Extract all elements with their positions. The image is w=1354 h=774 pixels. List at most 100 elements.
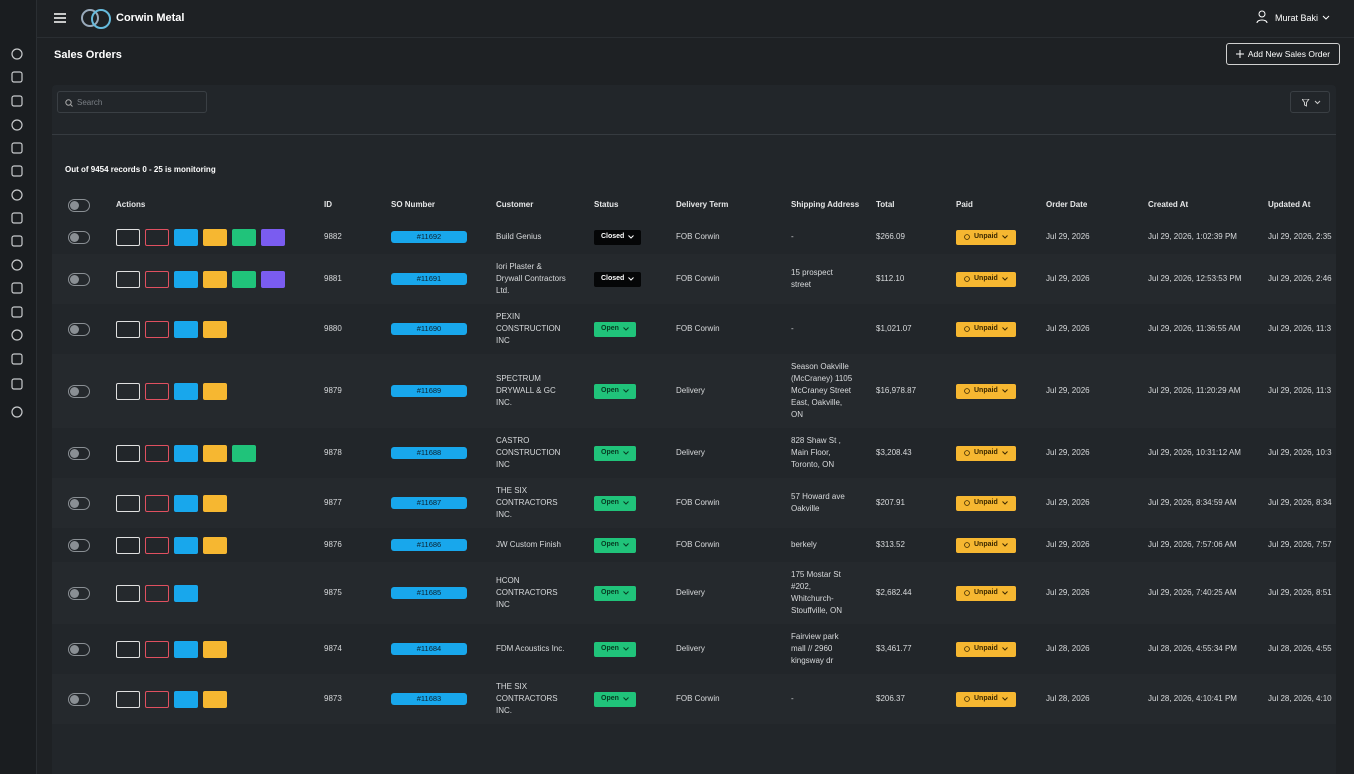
doc-button[interactable] xyxy=(203,494,227,512)
so-number[interactable]: #11688 xyxy=(391,447,467,459)
column-header[interactable]: SO Number xyxy=(391,200,436,209)
doc-button[interactable] xyxy=(232,444,256,462)
filter-button[interactable] xyxy=(1290,91,1330,113)
doc-button[interactable] xyxy=(174,382,198,400)
row-toggle[interactable] xyxy=(68,384,90,398)
status[interactable]: Open xyxy=(594,445,636,461)
doc-button[interactable] xyxy=(174,270,198,288)
column-header[interactable]: Actions xyxy=(116,200,146,209)
paid[interactable]: Unpaid xyxy=(956,495,1016,511)
edit-button[interactable] xyxy=(116,320,140,338)
nav-icon[interactable] xyxy=(11,353,25,365)
paid[interactable]: Unpaid xyxy=(956,321,1016,337)
column-header[interactable]: Shipping Address xyxy=(791,200,860,209)
edit-button[interactable] xyxy=(116,228,140,246)
doc-button[interactable] xyxy=(203,640,227,658)
doc-button[interactable] xyxy=(174,320,198,338)
nav-icon[interactable] xyxy=(11,71,25,83)
paid[interactable]: Unpaid xyxy=(956,641,1016,657)
row-toggle[interactable] xyxy=(68,322,90,336)
delete-button[interactable] xyxy=(145,640,169,658)
status[interactable]: Closed xyxy=(594,229,642,245)
so-number[interactable]: #11687 xyxy=(391,497,467,509)
column-header[interactable]: Delivery Term xyxy=(676,200,729,209)
paid[interactable]: Unpaid xyxy=(956,229,1016,245)
paid[interactable]: Unpaid xyxy=(956,537,1016,553)
doc-button[interactable] xyxy=(203,228,227,246)
delete-button[interactable] xyxy=(145,494,169,512)
status[interactable]: Open xyxy=(594,495,636,511)
paid[interactable]: Unpaid xyxy=(956,383,1016,399)
doc-button[interactable] xyxy=(261,228,285,246)
edit-button[interactable] xyxy=(116,270,140,288)
doc-button[interactable] xyxy=(174,228,198,246)
user-name[interactable]: Murat Baki xyxy=(1274,13,1318,23)
status[interactable]: Open xyxy=(594,641,636,657)
edit-button[interactable] xyxy=(116,382,140,400)
status[interactable]: Closed xyxy=(594,271,642,287)
doc-button[interactable] xyxy=(203,690,227,708)
row-toggle[interactable] xyxy=(68,538,90,552)
nav-icon[interactable] xyxy=(11,259,25,271)
add-button[interactable]: Add New Sales Order xyxy=(1226,43,1340,65)
paid[interactable]: Unpaid xyxy=(956,585,1016,601)
edit-button[interactable] xyxy=(116,640,140,658)
toggle[interactable] xyxy=(68,198,90,212)
edit-button[interactable] xyxy=(116,584,140,602)
doc-button[interactable] xyxy=(174,640,198,658)
row-toggle[interactable] xyxy=(68,230,90,244)
so-number[interactable]: #11683 xyxy=(391,693,467,705)
row-toggle[interactable] xyxy=(68,586,90,600)
column-header[interactable]: Paid xyxy=(956,200,973,209)
nav-icon[interactable] xyxy=(11,212,25,224)
paid[interactable]: Unpaid xyxy=(956,691,1016,707)
doc-button[interactable] xyxy=(261,270,285,288)
status[interactable]: Open xyxy=(594,537,636,553)
search-box[interactable]: Search xyxy=(57,91,207,113)
nav-icon[interactable] xyxy=(11,235,25,247)
nav-icon[interactable] xyxy=(11,329,25,341)
nav-icon[interactable] xyxy=(11,282,25,294)
so-number[interactable]: #11689 xyxy=(391,385,467,397)
paid[interactable]: Unpaid xyxy=(956,445,1016,461)
delete-button[interactable] xyxy=(145,690,169,708)
doc-button[interactable] xyxy=(174,690,198,708)
doc-button[interactable] xyxy=(203,536,227,554)
nav-icon[interactable] xyxy=(11,189,25,201)
delete-button[interactable] xyxy=(145,228,169,246)
column-header[interactable]: Status xyxy=(594,200,619,209)
column-header[interactable]: Order Date xyxy=(1046,200,1088,209)
row-toggle[interactable] xyxy=(68,642,90,656)
edit-button[interactable] xyxy=(116,444,140,462)
doc-button[interactable] xyxy=(174,494,198,512)
column-header[interactable]: Updated At xyxy=(1268,200,1311,209)
status[interactable]: Open xyxy=(594,321,636,337)
doc-button[interactable] xyxy=(203,320,227,338)
nav-icon[interactable] xyxy=(11,95,25,107)
edit-button[interactable] xyxy=(116,536,140,554)
so-number[interactable]: #11686 xyxy=(391,539,467,551)
delete-button[interactable] xyxy=(145,536,169,554)
delete-button[interactable] xyxy=(145,382,169,400)
column-header[interactable]: Customer xyxy=(496,200,534,209)
row-toggle[interactable] xyxy=(68,446,90,460)
column-header[interactable]: Total xyxy=(876,200,895,209)
status[interactable]: Open xyxy=(594,585,636,601)
menu-icon[interactable] xyxy=(54,13,66,23)
status[interactable]: Open xyxy=(594,383,636,399)
doc-button[interactable] xyxy=(203,270,227,288)
nav-icon[interactable] xyxy=(11,142,25,154)
delete-button[interactable] xyxy=(145,270,169,288)
so-number[interactable]: #11684 xyxy=(391,643,467,655)
so-number[interactable]: #11691 xyxy=(391,273,467,285)
column-header[interactable]: ID xyxy=(324,200,332,209)
nav-icon[interactable] xyxy=(11,378,25,390)
so-number[interactable]: #11685 xyxy=(391,587,467,599)
doc-button[interactable] xyxy=(232,228,256,246)
edit-button[interactable] xyxy=(116,494,140,512)
row-toggle[interactable] xyxy=(68,272,90,286)
column-header[interactable]: Created At xyxy=(1148,200,1189,209)
row-toggle[interactable] xyxy=(68,692,90,706)
doc-button[interactable] xyxy=(203,444,227,462)
doc-button[interactable] xyxy=(232,270,256,288)
